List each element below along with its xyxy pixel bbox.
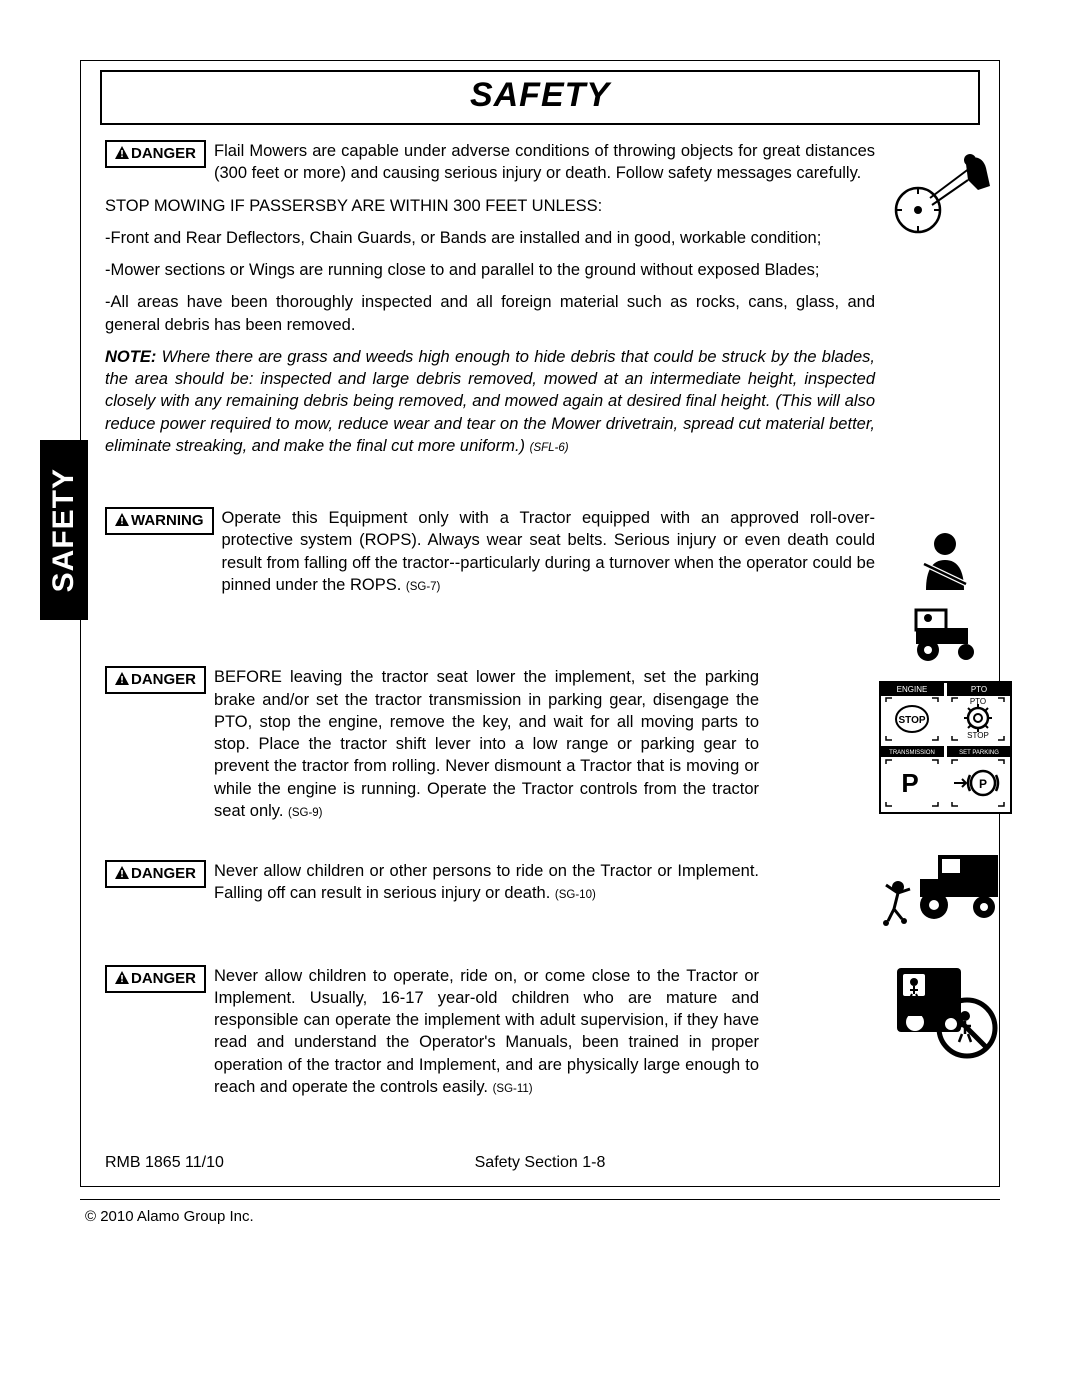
note-body: Where there are grass and weeds high eno… bbox=[105, 348, 875, 455]
warning-triangle-icon bbox=[115, 672, 129, 689]
section-warning-rops: WARNING Operate this Equipment only with… bbox=[105, 507, 875, 596]
page-title-box: SAFETY bbox=[100, 70, 980, 125]
danger-label: DANGER bbox=[105, 965, 206, 993]
svg-text:PTO: PTO bbox=[971, 685, 987, 694]
warning-triangle-icon bbox=[115, 866, 129, 883]
footer-rule bbox=[80, 1199, 1000, 1200]
icon-no-children bbox=[895, 960, 1000, 1065]
icon-seatbelt bbox=[910, 530, 980, 605]
svg-text:SET PARKING: SET PARKING bbox=[959, 750, 999, 756]
stop-mowing-line: STOP MOWING IF PASSERSBY ARE WITHIN 300 … bbox=[105, 195, 875, 217]
section-danger-children: DANGER Never allow children to operate, … bbox=[105, 965, 875, 1099]
footer-section: Safety Section 1-8 bbox=[0, 1154, 1080, 1172]
svg-text:P: P bbox=[901, 768, 918, 798]
warning-triangle-icon bbox=[115, 971, 129, 988]
sidebar-tab: SAFETY bbox=[40, 440, 88, 620]
content-column: DANGER Flail Mowers are capable under ad… bbox=[105, 140, 875, 1126]
warning-label: WARNING bbox=[105, 507, 214, 535]
page-title: SAFETY bbox=[102, 76, 978, 115]
warning-triangle-icon bbox=[115, 146, 129, 163]
danger-label: DANGER bbox=[105, 140, 206, 168]
danger-leaving-text: BEFORE leaving the tractor seat lower th… bbox=[214, 666, 759, 822]
bullet-wings: -Mower sections or Wings are running clo… bbox=[105, 259, 875, 281]
icon-tractor bbox=[908, 608, 983, 668]
note-label: NOTE: bbox=[105, 348, 156, 366]
icon-thrown-object bbox=[890, 150, 1000, 245]
danger-label: DANGER bbox=[105, 666, 206, 694]
note-block: NOTE: Where there are grass and weeds hi… bbox=[105, 346, 875, 457]
warning-rops-text: Operate this Equipment only with a Tract… bbox=[222, 507, 876, 596]
danger-intro-text: Flail Mowers are capable under adverse c… bbox=[214, 140, 875, 185]
note-code: (SFL-6) bbox=[530, 442, 569, 454]
svg-text:P: P bbox=[979, 777, 987, 791]
sidebar-tab-label: SAFETY bbox=[47, 468, 81, 592]
warning-triangle-icon bbox=[115, 513, 129, 530]
section-danger-flail: DANGER Flail Mowers are capable under ad… bbox=[105, 140, 875, 457]
footer-copyright: © 2010 Alamo Group Inc. bbox=[85, 1208, 254, 1225]
bullet-deflectors: -Front and Rear Deflectors, Chain Guards… bbox=[105, 227, 875, 249]
svg-text:ENGINE: ENGINE bbox=[897, 685, 928, 694]
svg-text:STOP: STOP bbox=[967, 731, 989, 740]
svg-text:STOP: STOP bbox=[898, 715, 925, 726]
bullet-debris: -All areas have been thoroughly inspecte… bbox=[105, 291, 875, 336]
danger-no-riders-text: Never allow children or other persons to… bbox=[214, 860, 759, 905]
icon-no-riders bbox=[880, 845, 1010, 935]
section-danger-leaving-seat: DANGER BEFORE leaving the tractor seat l… bbox=[105, 666, 875, 822]
icon-tractor-controls: ENGINE PTO STOP PTO STOP TRANSMISSION SE… bbox=[878, 680, 1013, 820]
danger-label: DANGER bbox=[105, 860, 206, 888]
svg-text:TRANSMISSION: TRANSMISSION bbox=[889, 750, 935, 756]
section-danger-no-riders: DANGER Never allow children or other per… bbox=[105, 860, 875, 905]
danger-children-text: Never allow children to operate, ride on… bbox=[214, 965, 759, 1099]
